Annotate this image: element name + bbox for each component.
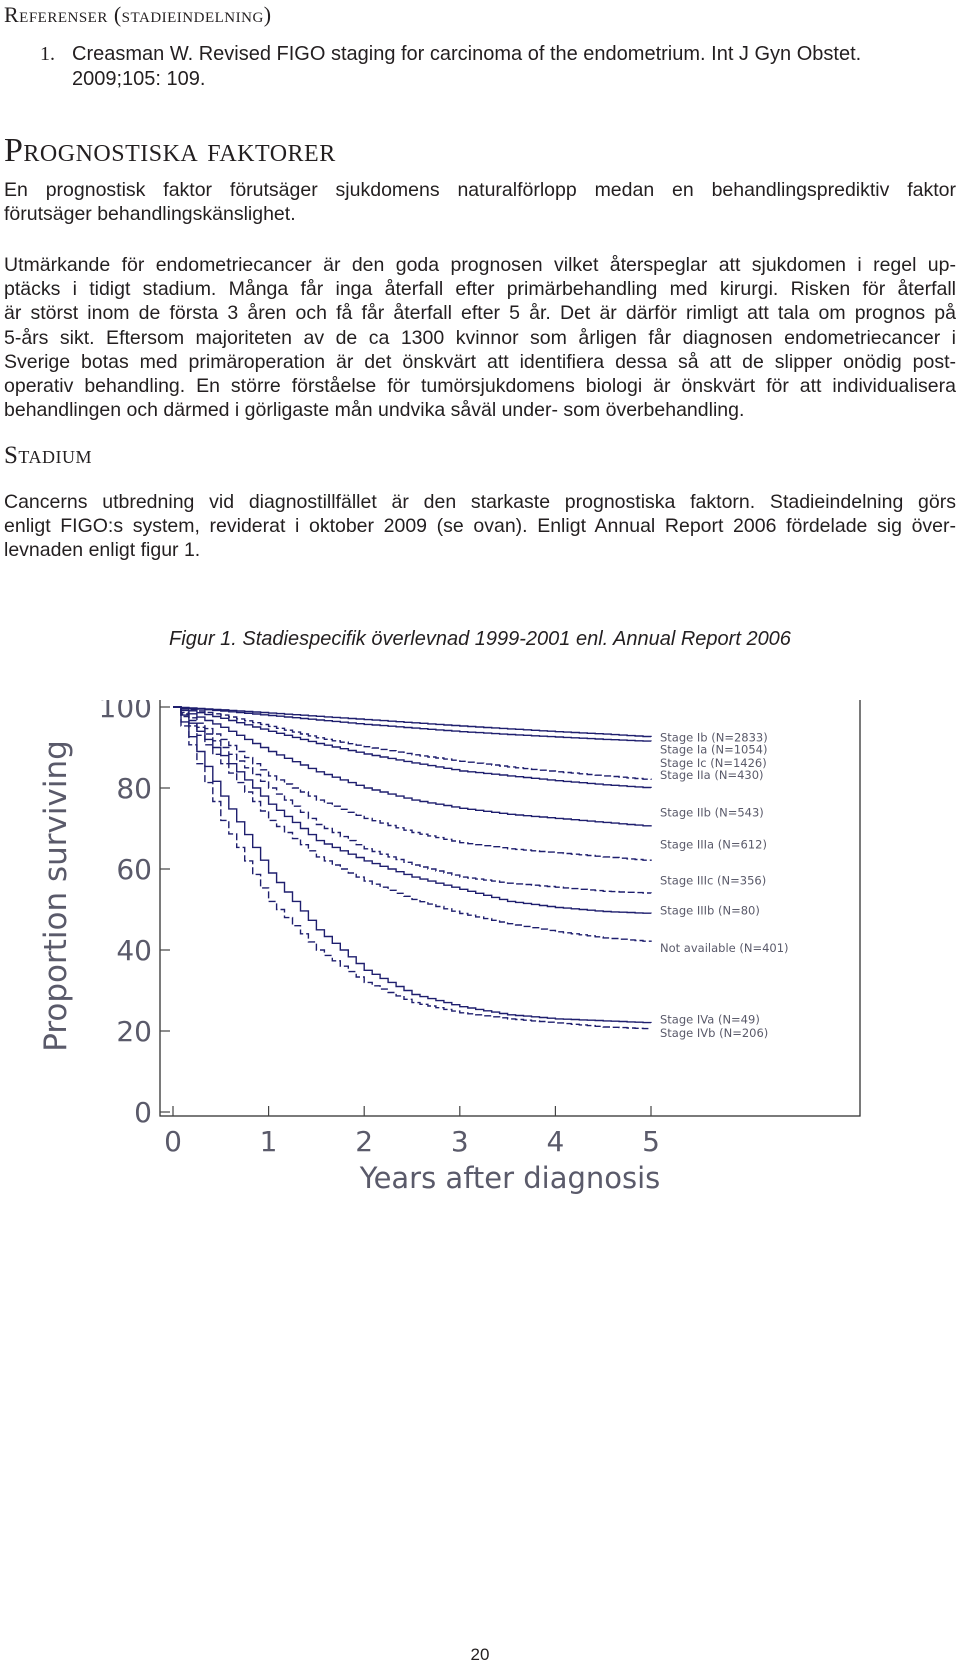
paragraph-line: Sverige botas med primäroperation är det… — [4, 350, 956, 373]
paragraph-line: enligt FIGO:s system, reviderat i oktobe… — [4, 515, 956, 538]
stadium-paragraph: Cancerns utbredning vid diagnostillfälle… — [4, 490, 956, 563]
y-tick-label: 20 — [116, 1015, 152, 1048]
stadium-heading: Stadium — [4, 442, 92, 469]
series-label-4: Stage IIb (N=543) — [660, 805, 764, 819]
paragraph-line: är störst inom de första 3 åren och få f… — [4, 302, 956, 325]
y-tick-label: 100 — [99, 700, 152, 724]
survival-curve-4 — [173, 706, 652, 827]
series-label-5: Stage IIIa (N=612) — [660, 838, 767, 852]
prognostic-paragraph-1: En prognostisk faktor förutsäger sjukdom… — [4, 178, 956, 226]
survival-curve-2 — [173, 706, 652, 780]
reference-line-1: Creasman W. Revised FIGO staging for car… — [72, 43, 862, 65]
survival-curve-1 — [173, 706, 652, 742]
survival-curve-7 — [173, 706, 652, 914]
paragraph-line: ptäcks i tidigt stadium. Många får inga … — [4, 278, 956, 301]
series-label-8: Not available (N=401) — [660, 941, 789, 955]
paragraph-line: Cancerns utbredning vid diagnostillfälle… — [4, 491, 956, 513]
x-tick-label: 0 — [164, 1125, 182, 1158]
reference-line-2: 2009;105: 109. — [72, 68, 206, 90]
paragraph-line: behandlingen och därmed i görligaste mån… — [4, 399, 745, 422]
series-label-2: Stage Ic (N=1426) — [660, 756, 767, 770]
survival-curve-8 — [173, 706, 652, 942]
series-label-0: Stage Ib (N=2833) — [660, 730, 768, 744]
references-heading: Referenser (stadieindelning) — [4, 2, 272, 27]
survival-curve-10 — [173, 706, 652, 1030]
y-axis-label: Proportion surviving — [38, 740, 74, 1052]
reference-number: 1. — [40, 43, 55, 65]
series-label-10: Stage IVb (N=206) — [660, 1026, 768, 1040]
plot-frame — [159, 700, 861, 1117]
paragraph-line: levnaden enligt figur 1. — [4, 539, 201, 562]
y-tick-label: 40 — [116, 934, 152, 967]
paragraph-line: 5-års sikt. Eftersom majoriteten av de c… — [4, 326, 956, 349]
y-tick-label: 0 — [134, 1096, 152, 1129]
series-label-7: Stage IIIb (N=80) — [660, 903, 760, 917]
y-tick-label: 60 — [116, 853, 152, 886]
series-label-6: Stage IIIc (N=356) — [660, 873, 766, 887]
page-number: 20 — [470, 1645, 490, 1664]
survival-curve-0 — [173, 706, 652, 738]
prognostic-paragraph-2: Utmärkande för endometriecancer är den g… — [4, 253, 956, 422]
paragraph-line: Utmärkande för endometriecancer är den g… — [4, 254, 956, 276]
x-tick-label: 1 — [260, 1125, 278, 1158]
prognostic-heading: Prognostiska faktorer — [4, 132, 336, 169]
survival-curve-5 — [173, 706, 652, 861]
figure-caption: Figur 1. Stadiespecifik överlevnad 1999-… — [169, 628, 791, 650]
reference-text: Creasman W. Revised FIGO staging for car… — [72, 42, 960, 92]
paragraph-line: förutsäger behandlingskänslighet. — [4, 203, 296, 226]
survival-curve-3 — [173, 706, 652, 789]
x-axis-label: Years after diagnosis — [359, 1161, 661, 1195]
series-label-1: Stage Ia (N=1054) — [660, 743, 767, 757]
x-tick-label: 5 — [642, 1125, 660, 1158]
x-tick-label: 4 — [546, 1125, 564, 1158]
paragraph-line: En prognostisk faktor förutsäger sjukdom… — [4, 179, 956, 201]
x-tick-label: 3 — [451, 1125, 469, 1158]
x-tick-label: 2 — [355, 1125, 373, 1158]
survival-curve-6 — [173, 706, 652, 894]
series-label-3: Stage IIa (N=430) — [660, 768, 764, 782]
survival-curve-9 — [173, 706, 652, 1024]
paragraph-line: operativ behandling. En större förståels… — [4, 375, 956, 398]
series-label-9: Stage IVa (N=49) — [660, 1013, 760, 1027]
y-tick-label: 80 — [116, 772, 152, 805]
